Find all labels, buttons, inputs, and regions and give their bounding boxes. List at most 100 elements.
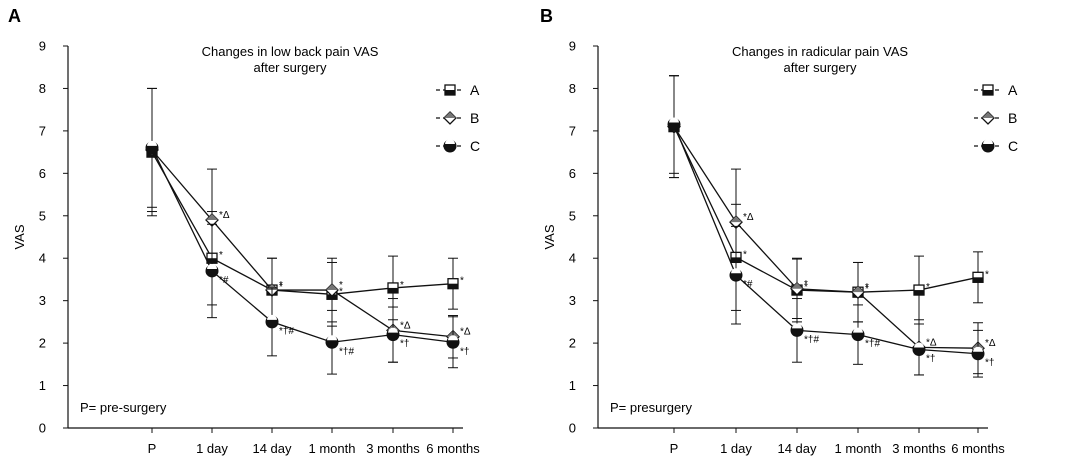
significance-mark: * [219, 250, 223, 261]
data-point-fill [973, 346, 983, 352]
significance-mark: *†# [865, 339, 880, 350]
series-c: *# *†# *†# *† *† C [145, 87, 480, 375]
y-tick-label: 8 [39, 81, 46, 96]
data-point-fill [326, 284, 338, 291]
x-tick-label: 6 months [951, 441, 1005, 456]
significance-mark: * [804, 282, 808, 293]
data-point-fill [267, 314, 277, 320]
legend-marker-fill [982, 112, 994, 118]
legend-marker-fill [983, 90, 993, 95]
significance-mark: *# [743, 279, 753, 290]
y-tick-label: 8 [569, 81, 576, 96]
y-tick-label: 6 [39, 166, 46, 181]
y-tick-label: 4 [569, 251, 576, 266]
significance-mark: * [865, 282, 869, 293]
data-point-fill [448, 335, 458, 341]
data-point-fill [448, 283, 458, 289]
series-c: *# *†# *†# *† *† C [667, 75, 1018, 378]
significance-mark: *† [985, 358, 994, 369]
x-tick-label: 1 month [309, 441, 356, 456]
y-axis-label: VAS [542, 224, 557, 249]
significance-mark: *Δ [219, 210, 230, 221]
significance-mark: * [926, 282, 930, 293]
x-tick-label: 1 day [720, 441, 752, 456]
significance-mark: * [279, 280, 283, 291]
legend-marker-fill [983, 139, 993, 144]
panel-letter: A [8, 6, 21, 26]
data-point-fill [731, 268, 741, 274]
significance-mark: *† [400, 339, 409, 350]
significance-mark: *Δ [743, 212, 754, 223]
significance-mark: *† [460, 346, 469, 357]
y-tick-label: 2 [569, 336, 576, 351]
data-point-fill [206, 214, 218, 221]
significance-mark: *Δ [460, 327, 471, 338]
data-point-fill [388, 327, 398, 333]
data-point-fill [852, 286, 864, 293]
y-tick-label: 7 [39, 123, 46, 138]
legend-marker-fill [445, 90, 455, 95]
data-point-fill [973, 277, 983, 283]
data-point-fill [207, 263, 217, 269]
x-tick-label: 6 months [426, 441, 480, 456]
legend-label: C [1008, 138, 1018, 154]
chart-panel-a: A 0 1 2 3 4 5 6 7 8 9 P 1 day 14 day 1 month 3 months 6 … [8, 6, 480, 456]
data-point-fill [388, 287, 398, 293]
data-point-fill [853, 327, 863, 333]
y-tick-label: 5 [39, 208, 46, 223]
data-point-fill [914, 342, 924, 348]
legend-marker-fill [445, 139, 455, 144]
significance-mark: *† [926, 353, 935, 364]
significance-mark: * [743, 249, 747, 260]
y-tick-label: 6 [569, 166, 576, 181]
chart-title: after surgery [254, 60, 327, 75]
y-tick-label: 1 [569, 378, 576, 393]
y-tick-label: 0 [569, 421, 576, 436]
footnote: P= presurgery [610, 400, 693, 415]
x-tick-label: 14 day [252, 441, 292, 456]
y-tick-label: 3 [39, 293, 46, 308]
chart-title: after surgery [784, 60, 857, 75]
significance-mark: *Δ [985, 338, 996, 349]
data-point-fill [730, 216, 742, 223]
series-line [673, 124, 979, 355]
y-tick-label: 9 [569, 39, 576, 54]
data-point-fill [914, 290, 924, 296]
significance-mark: * [400, 280, 404, 291]
footnote: P= pre-surgery [80, 400, 167, 415]
significance-mark: *†# [804, 334, 819, 345]
data-point-fill [327, 335, 337, 341]
y-tick-label: 4 [39, 251, 46, 266]
x-tick-label: 14 day [777, 441, 817, 456]
series-line [151, 147, 454, 343]
y-tick-label: 3 [569, 293, 576, 308]
chart-title: Changes in radicular pain VAS [732, 44, 908, 59]
significance-mark: * [460, 276, 464, 287]
series-line [151, 151, 454, 295]
y-tick-label: 2 [39, 336, 46, 351]
significance-mark: * [804, 279, 808, 290]
y-axis-label: VAS [12, 224, 27, 249]
significance-mark: *# [219, 275, 229, 286]
y-tick-label: 1 [39, 378, 46, 393]
significance-mark: * [279, 282, 283, 293]
x-tick-label: 1 month [835, 441, 882, 456]
data-point-fill [669, 117, 679, 123]
data-point-fill [266, 284, 278, 291]
significance-mark: *Δ [400, 320, 411, 331]
series-b: *Δ***Δ*ΔB [145, 87, 479, 363]
y-tick-label: 0 [39, 421, 46, 436]
y-tick-label: 5 [569, 208, 576, 223]
x-tick-label: 3 months [892, 441, 946, 456]
series-line [673, 126, 979, 349]
significance-mark: *†# [339, 346, 354, 357]
data-point-fill [147, 140, 157, 146]
x-tick-label: P [148, 441, 157, 456]
legend-label: A [1008, 82, 1018, 98]
significance-mark: *Δ [926, 337, 937, 348]
significance-mark: * [865, 284, 869, 295]
significance-mark: * [339, 280, 343, 291]
legend-marker-fill [444, 112, 456, 118]
y-tick-label: 7 [569, 123, 576, 138]
